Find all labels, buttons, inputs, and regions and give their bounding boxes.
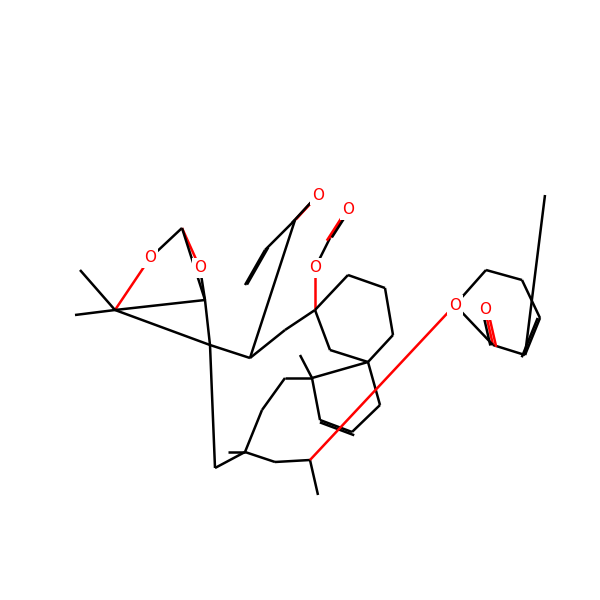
Text: O: O	[194, 260, 206, 275]
Text: O: O	[479, 302, 491, 317]
Text: O: O	[309, 260, 321, 275]
Text: O: O	[449, 298, 461, 313]
Text: O: O	[144, 251, 156, 265]
Text: O: O	[342, 202, 354, 217]
Text: O: O	[312, 187, 324, 202]
